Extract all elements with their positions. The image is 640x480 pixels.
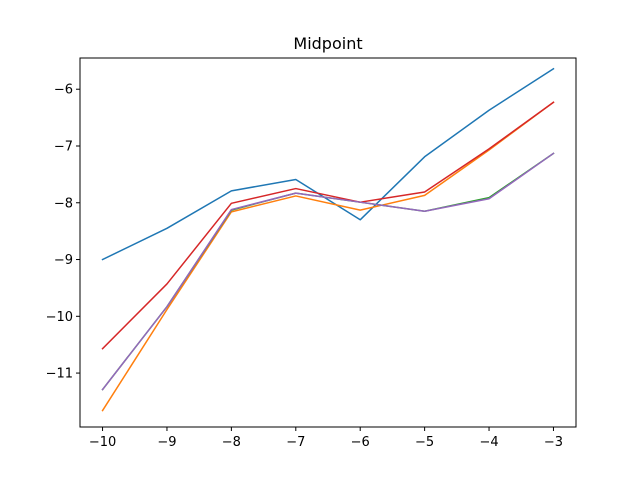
x-tick-label: −3 <box>544 435 563 450</box>
series-line-5 <box>101 152 555 391</box>
x-tick-label: −9 <box>157 435 176 450</box>
y-tick-label: −10 <box>46 310 73 325</box>
y-tick-label: −6 <box>54 83 73 98</box>
x-tick-label: −7 <box>286 435 305 450</box>
series-line-2 <box>101 101 555 412</box>
y-tick-label: −7 <box>54 139 73 154</box>
y-tick-label: −9 <box>54 253 73 268</box>
chart-title: Midpoint <box>293 34 362 53</box>
y-tick-label: −11 <box>46 367 73 382</box>
x-tick-label: −8 <box>222 435 241 450</box>
x-tick-label: −6 <box>351 435 370 450</box>
plot-frame <box>79 57 577 428</box>
series-line-1 <box>101 67 555 261</box>
series-line-4 <box>101 101 555 350</box>
x-tick-label: −5 <box>415 435 434 450</box>
x-tick-label: −10 <box>89 435 116 450</box>
x-axis: −10 −9 −8 −7 −6 −5 −4 −3 <box>89 427 563 450</box>
y-axis: −11 −10 −9 −8 −7 −6 <box>46 83 80 382</box>
x-tick-label: −4 <box>479 435 498 450</box>
y-tick-label: −8 <box>54 196 73 211</box>
series-layer <box>101 67 555 412</box>
